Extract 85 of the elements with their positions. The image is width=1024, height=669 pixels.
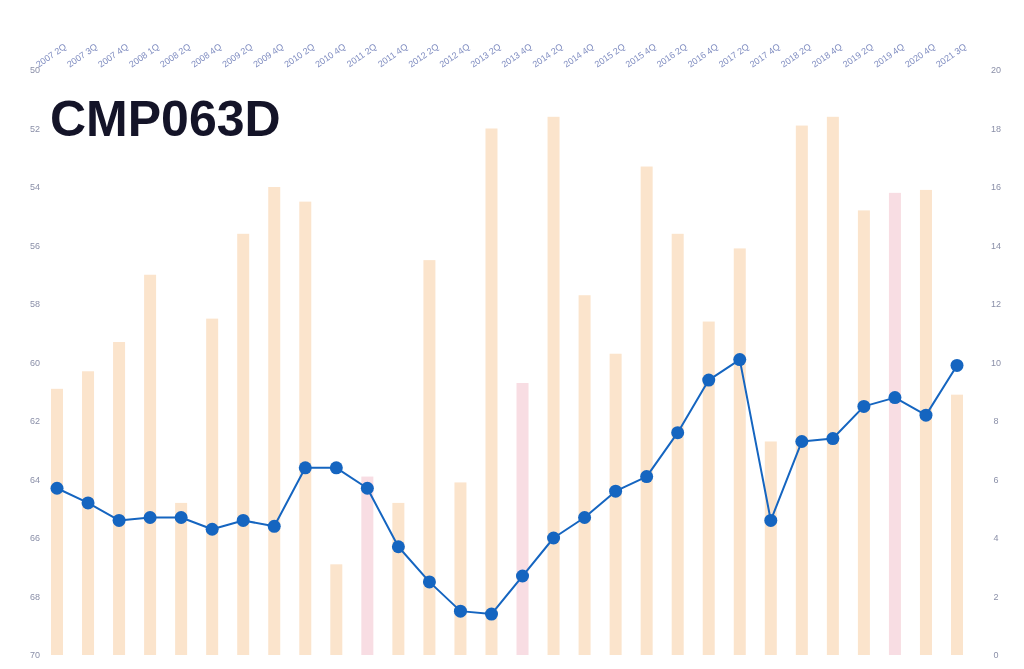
y-tick-label: 60 <box>29 357 40 368</box>
y2-tick-label: 20 <box>990 65 1002 76</box>
bar <box>516 382 529 655</box>
y2-tick-label: 2 <box>993 591 999 602</box>
point <box>547 531 561 545</box>
y-tick-label: 52 <box>29 123 40 134</box>
bar <box>951 394 963 655</box>
point <box>826 432 840 446</box>
point <box>391 540 405 554</box>
y-tick-label: 70 <box>29 650 40 661</box>
point <box>267 519 281 533</box>
bar <box>640 166 653 655</box>
bar <box>578 295 591 655</box>
bar <box>857 210 870 655</box>
y-tick-label: 64 <box>29 474 40 485</box>
bar <box>299 201 312 655</box>
y2-tick-label: 16 <box>990 182 1002 193</box>
point <box>174 511 188 525</box>
y2-tick-label: 10 <box>990 357 1002 368</box>
point <box>764 513 778 527</box>
y2-tick-label: 0 <box>993 650 999 661</box>
point <box>360 481 374 495</box>
point <box>422 575 436 589</box>
point <box>329 461 343 475</box>
bar <box>702 321 715 655</box>
point <box>733 353 747 367</box>
point <box>236 513 250 527</box>
y2-tick-label: 14 <box>990 240 1002 251</box>
point <box>516 569 530 583</box>
y-tick-label: 62 <box>29 416 40 427</box>
y-tick-label: 50 <box>29 65 40 76</box>
y-tick-label: 54 <box>29 182 40 193</box>
bar <box>733 248 746 655</box>
bar <box>671 233 684 655</box>
y2-tick-label: 4 <box>993 533 999 544</box>
point <box>919 408 933 422</box>
y2-tick-label: 12 <box>990 299 1002 310</box>
point <box>888 391 902 405</box>
bar <box>888 192 901 655</box>
y2-tick-label: 18 <box>990 123 1002 134</box>
bar <box>175 502 188 655</box>
bar <box>423 260 436 655</box>
y-tick-label: 66 <box>29 533 40 544</box>
point <box>609 484 623 498</box>
point <box>112 513 126 527</box>
point <box>857 399 871 413</box>
x-tick-label: 2011 4Q <box>376 41 410 70</box>
bar <box>51 388 63 655</box>
point <box>50 481 64 495</box>
point <box>795 434 809 448</box>
point <box>950 358 964 372</box>
bar <box>826 116 839 655</box>
bar <box>237 233 250 655</box>
bar <box>485 128 498 655</box>
bar <box>764 441 777 655</box>
y-tick-label: 56 <box>29 240 40 251</box>
bar <box>268 187 281 655</box>
bar <box>795 125 808 655</box>
point <box>81 496 95 510</box>
chart-title: CMP063D <box>50 91 281 147</box>
bar <box>113 342 126 655</box>
y-tick-label: 68 <box>29 591 40 602</box>
point <box>453 604 467 618</box>
y-tick-label: 58 <box>29 299 40 310</box>
bar <box>206 318 219 655</box>
y2-tick-label: 6 <box>993 474 999 485</box>
point <box>143 511 157 525</box>
bar <box>547 116 560 655</box>
bar <box>919 189 932 655</box>
bar <box>392 502 405 655</box>
bar <box>454 482 467 655</box>
point <box>205 522 219 536</box>
point <box>702 373 716 387</box>
bar <box>82 371 95 655</box>
point <box>578 511 592 525</box>
y2-tick-label: 8 <box>993 416 999 427</box>
point <box>640 470 654 484</box>
x-tick-label: 2011 2Q <box>345 41 379 70</box>
bar <box>330 564 343 655</box>
point <box>298 461 312 475</box>
bar <box>609 353 622 655</box>
point <box>484 607 498 621</box>
bar <box>144 274 157 655</box>
bar <box>361 476 374 655</box>
point <box>671 426 685 440</box>
